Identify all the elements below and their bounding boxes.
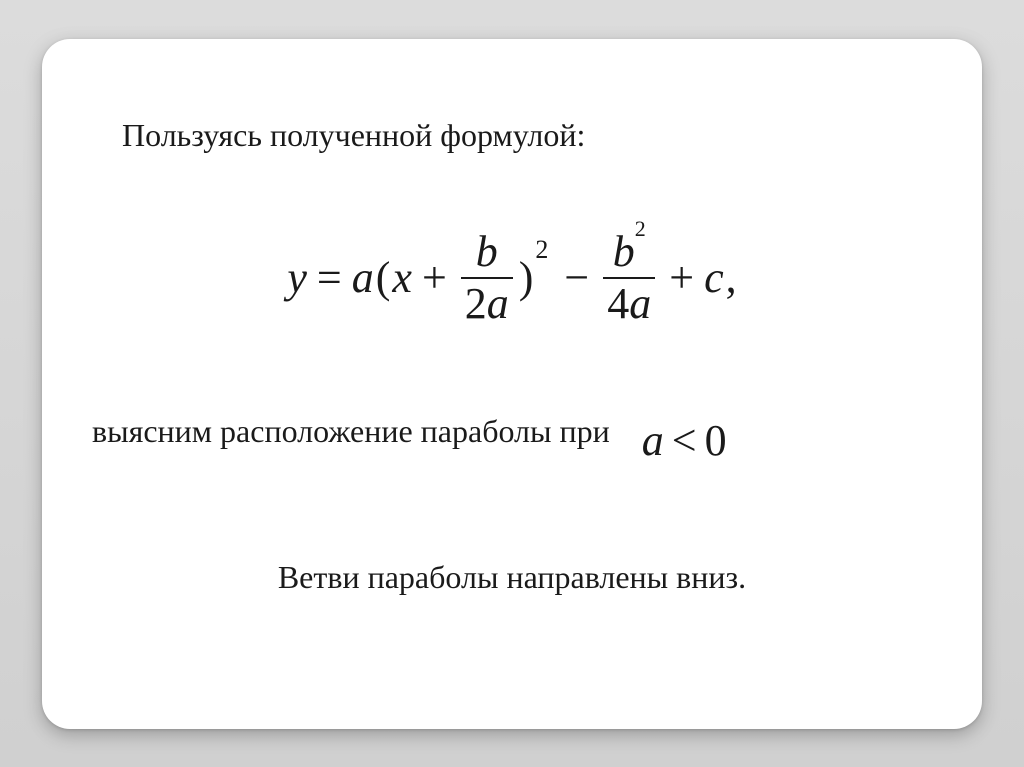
- var-y: y: [287, 252, 307, 303]
- plus-sign-1: +: [422, 252, 447, 303]
- page-background: Пользуясь полученной формулой: y = a ( x…: [0, 0, 1024, 767]
- frac1-den: 2a: [461, 281, 513, 327]
- var-x: x: [392, 252, 412, 303]
- intro-text: Пользуясь полученной формулой:: [122, 117, 585, 154]
- ineq-zero: 0: [705, 415, 727, 466]
- less-than-sign: <: [672, 415, 697, 466]
- trailing-comma: ,: [726, 252, 737, 303]
- ineq-a: a: [642, 415, 664, 466]
- frac2-num-b: b: [613, 227, 635, 276]
- outer-exponent-2: 2: [535, 235, 548, 265]
- frac1-num: b: [472, 229, 502, 275]
- minus-sign: −: [564, 252, 589, 303]
- plus-sign-2: +: [669, 252, 694, 303]
- coef-a: a: [352, 252, 374, 303]
- frac2-den-a: a: [629, 279, 651, 328]
- conclusion-text: Ветви параболы направлены вниз.: [42, 559, 982, 596]
- frac2-den-4: 4: [607, 279, 629, 328]
- slide-card: Пользуясь полученной формулой: y = a ( x…: [42, 39, 982, 729]
- const-c: c: [704, 252, 724, 303]
- frac2-num: b2: [609, 229, 650, 275]
- fraction-b2-over-4a: b2 4a: [603, 229, 655, 327]
- lparen: (: [376, 252, 391, 303]
- rparen: ): [519, 252, 534, 303]
- fraction-b-over-2a: b 2a: [461, 229, 513, 327]
- condition-text: выясним расположение параболы при: [92, 412, 610, 448]
- vertex-form-formula: y = a ( x + b 2a ) 2 − b2: [42, 229, 982, 327]
- frac2-den: 4a: [603, 281, 655, 327]
- inequality-a-lt-0: a < 0: [642, 415, 727, 466]
- frac1-den-2: 2: [465, 279, 487, 328]
- condition-text-row: выясним расположение параболы при a < 0: [92, 409, 727, 460]
- equals-sign: =: [317, 252, 342, 303]
- frac2-num-exp: 2: [635, 216, 646, 241]
- frac1-den-a: a: [487, 279, 509, 328]
- formula-row: y = a ( x + b 2a ) 2 − b2: [287, 229, 736, 327]
